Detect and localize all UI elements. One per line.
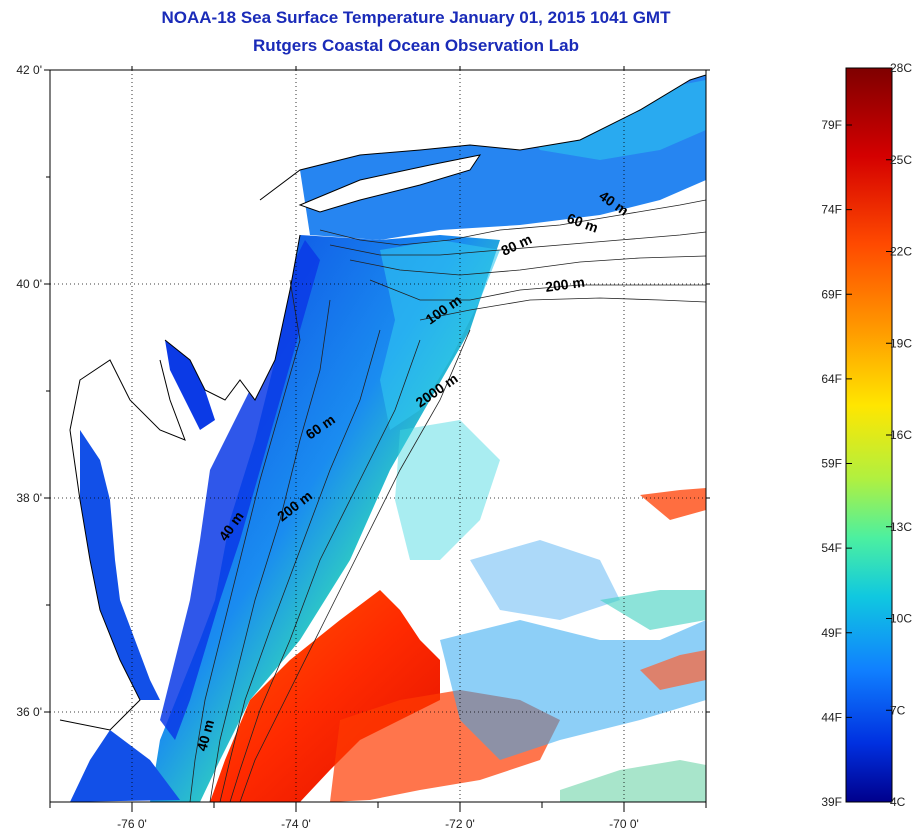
colorbar-label-celsius: 25C <box>890 153 912 167</box>
lat-tick-label: 38 0' <box>16 491 42 505</box>
colorbar-label-celsius: 16C <box>890 428 912 442</box>
colorbar-label-fahrenheit: 64F <box>821 372 842 386</box>
colorbar-label-celsius: 13C <box>890 520 912 534</box>
colorbar-label-fahrenheit: 69F <box>821 287 842 301</box>
sst-imagery <box>50 70 706 802</box>
graticule <box>50 69 706 802</box>
lat-tick-label: 40 0' <box>16 277 42 291</box>
colorbar-label-celsius: 22C <box>890 245 912 259</box>
contour-label: 200 m <box>544 274 586 295</box>
colorbar-labels: 28C 25C 22C 19C 16C 13C 10C 7C 4C 79F 74F 69F 64F 59F… <box>821 61 912 809</box>
colorbar-label-celsius: 19C <box>890 336 912 350</box>
lon-tick-label: -72 0' <box>445 817 475 831</box>
map-subtitle: Rutgers Coastal Ocean Observation Lab <box>253 36 579 55</box>
colorbar-label-fahrenheit: 39F <box>821 795 842 809</box>
colorbar-label-celsius: 4C <box>890 795 906 809</box>
colorbar-label-fahrenheit: 74F <box>821 203 842 217</box>
colorbar-label-fahrenheit: 44F <box>821 710 842 724</box>
colorbar-label-fahrenheit: 49F <box>821 626 842 640</box>
colorbar-label-fahrenheit: 59F <box>821 457 842 471</box>
map-title: NOAA-18 Sea Surface Temperature January … <box>161 8 671 27</box>
lat-tick-label: 42 0' <box>16 63 42 77</box>
lon-tick-label: -76 0' <box>117 817 147 831</box>
colorbar-label-celsius: 7C <box>890 703 906 717</box>
lon-tick-label: -74 0' <box>281 817 311 831</box>
contour-label: 80 m <box>499 231 535 259</box>
lat-tick-label: 36 0' <box>16 705 42 719</box>
lon-tick-label: -70 0' <box>609 817 639 831</box>
colorbar-label-fahrenheit: 79F <box>821 118 842 132</box>
colorbar-label-celsius: 28C <box>890 61 912 75</box>
colorbar-label-fahrenheit: 54F <box>821 541 842 555</box>
colorbar-label-celsius: 10C <box>890 612 912 626</box>
contour-label: 40 m <box>193 718 217 753</box>
axis-ticks: -76 0' -74 0' -72 0' -70 0' 42 0' 40 0' 38 0' 3… <box>16 63 710 831</box>
colorbar <box>845 67 893 803</box>
